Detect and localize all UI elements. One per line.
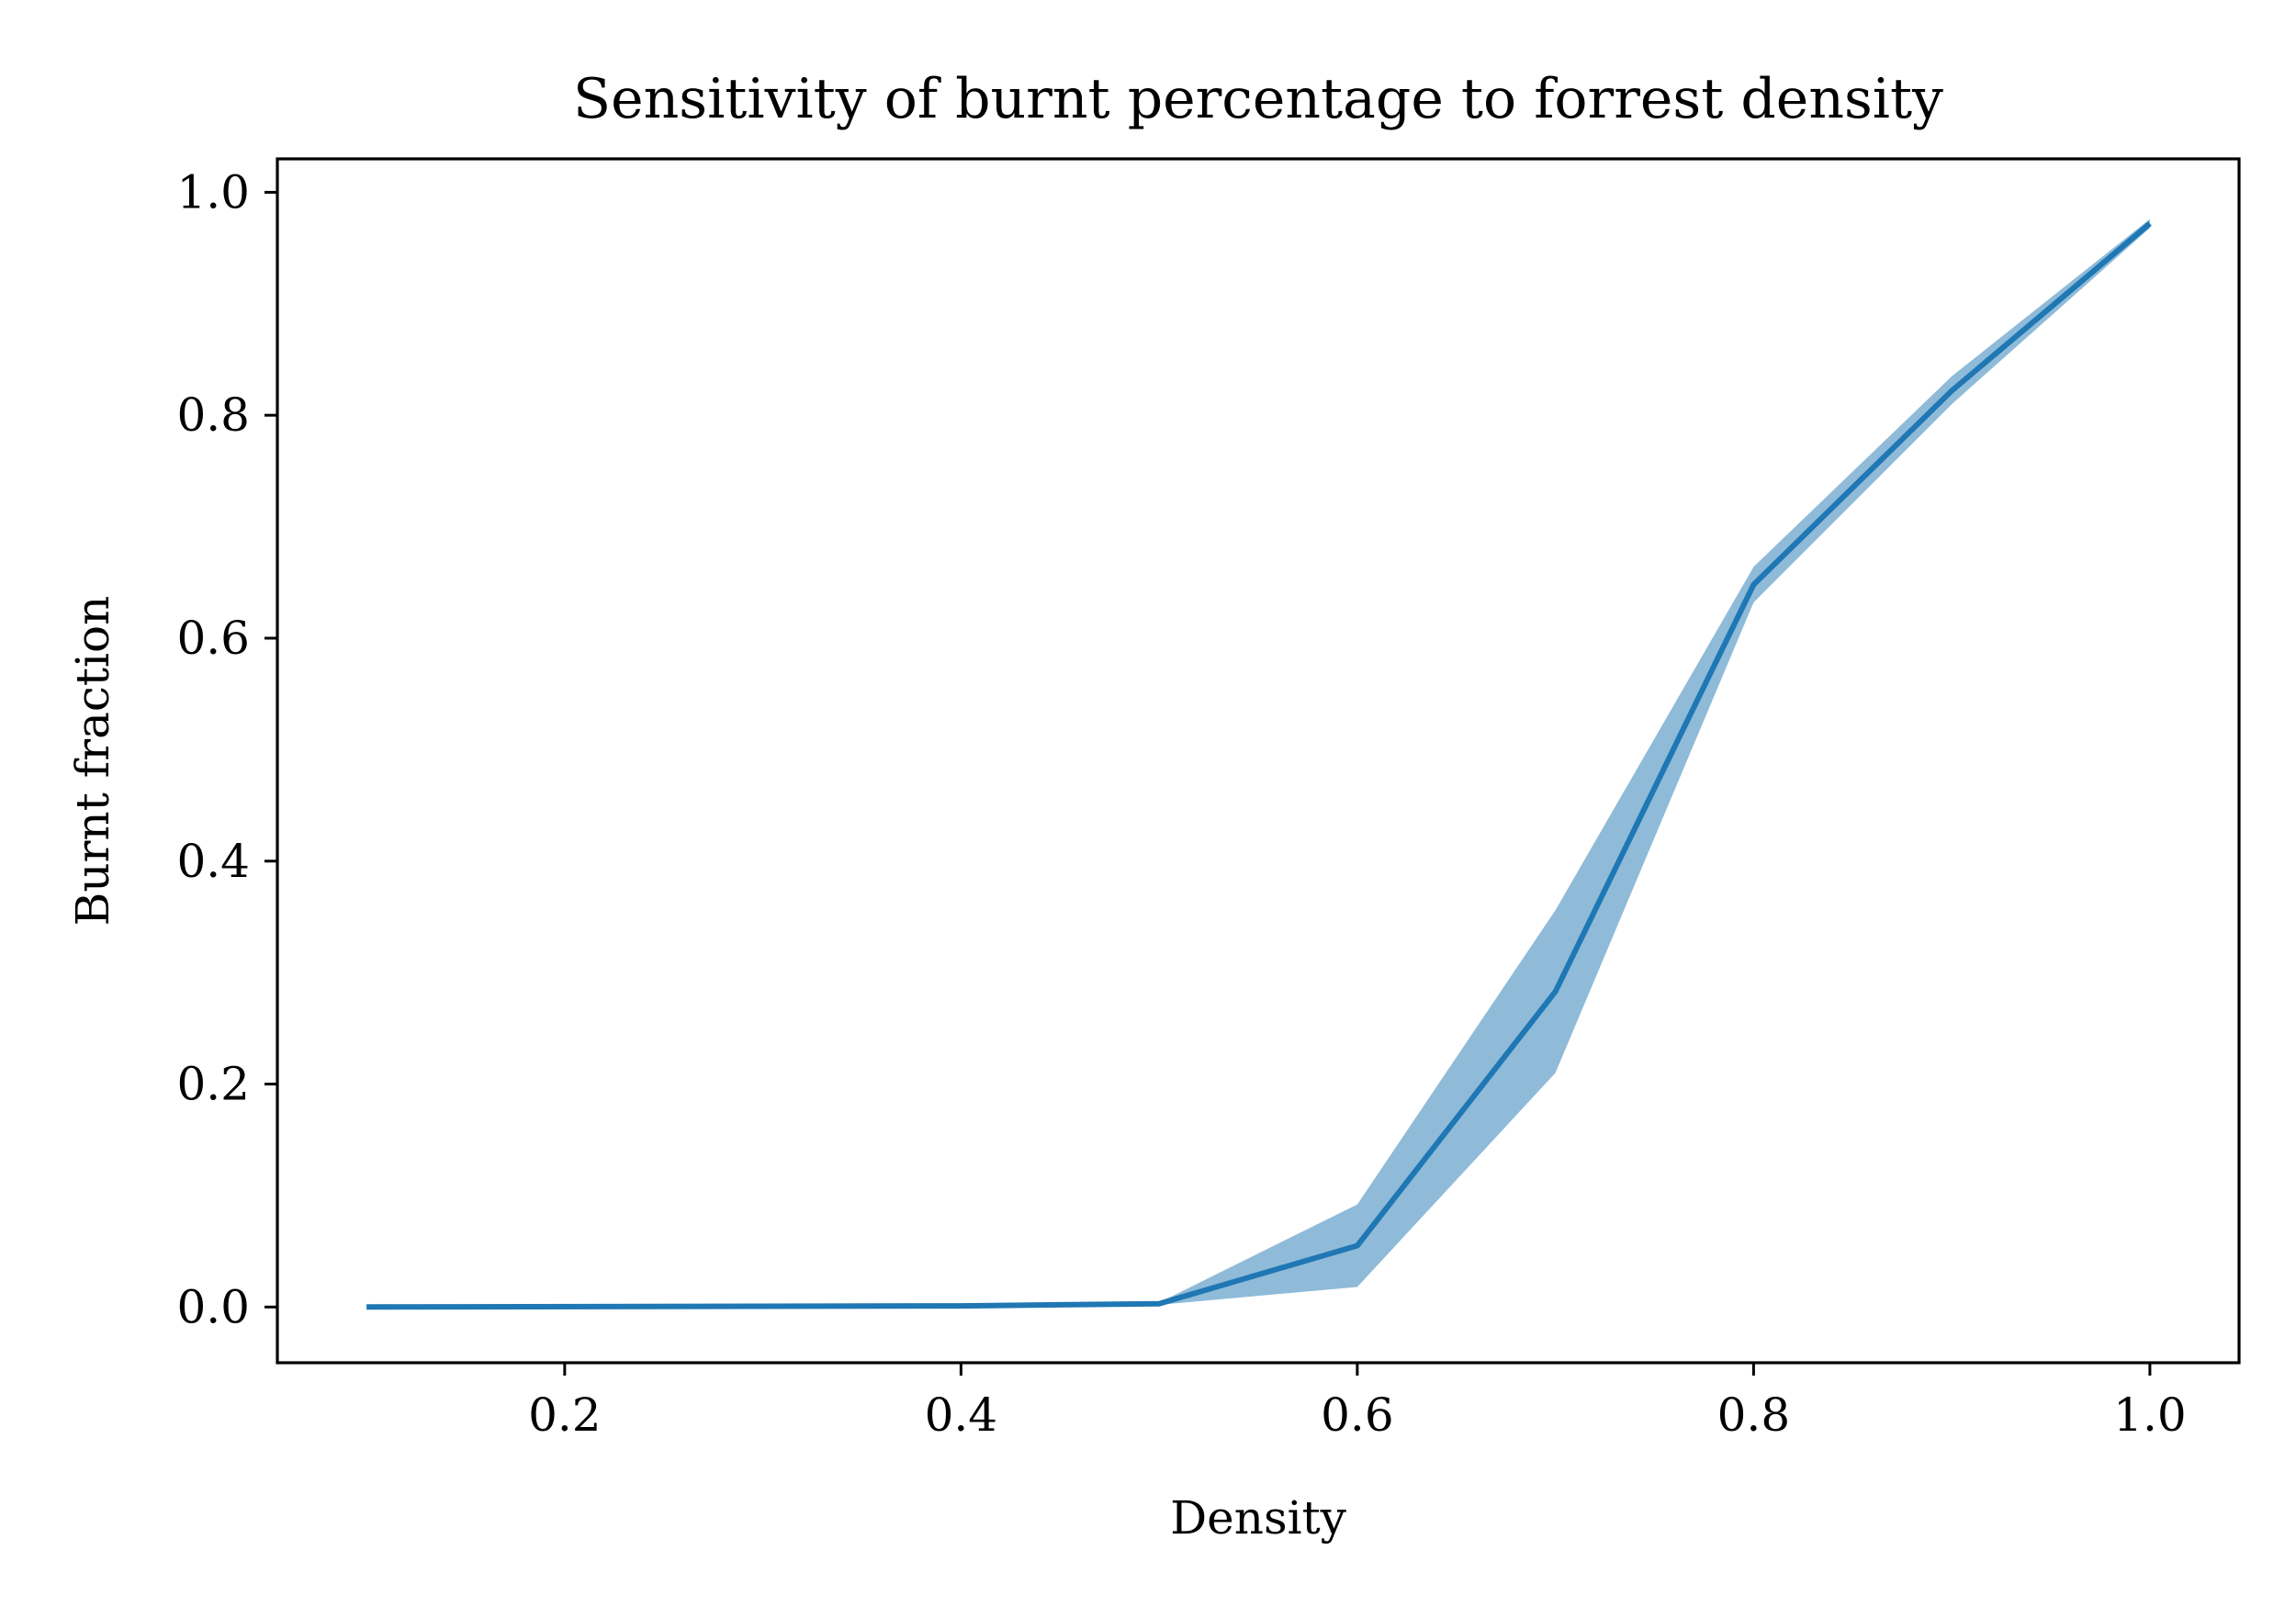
series-line-0 (366, 221, 2152, 1310)
x-tick-label: 0.8 (1717, 1388, 1791, 1442)
x-tick-label: 0.2 (528, 1388, 602, 1442)
x-axis: 0.2 0.4 0.6 0.8 1.0 (528, 1363, 2187, 1442)
y-tick-label: 0.6 (176, 612, 250, 665)
y-tick-label: 0.0 (176, 1280, 250, 1333)
plot-area (366, 219, 2152, 1310)
x-tick-label: 0.6 (1321, 1388, 1394, 1442)
y-tick-label: 0.4 (176, 835, 250, 888)
y-tick-label: 1.0 (176, 165, 250, 219)
x-axis-label: Density (1170, 1491, 1347, 1545)
y-tick-label: 0.8 (176, 388, 250, 442)
chart-title: Sensitivity of burnt percentage to forre… (573, 67, 1943, 131)
x-tick-label: 1.0 (2113, 1388, 2187, 1442)
axes-frame (276, 157, 2241, 1365)
y-axis-label: Burnt fraction (66, 596, 119, 927)
y-axis: 0.0 0.2 0.4 0.6 0.8 1.0 (176, 165, 277, 1333)
y-tick-label: 0.2 (176, 1058, 250, 1111)
x-tick-label: 0.4 (925, 1388, 998, 1442)
